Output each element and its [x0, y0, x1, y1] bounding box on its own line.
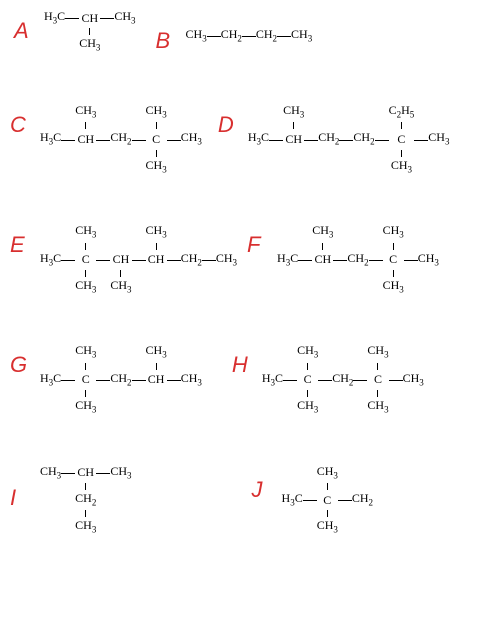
item-a: A H3CCHCH3CH3	[14, 10, 136, 53]
letter-a: A	[14, 18, 36, 44]
item-e: E CH3CH3H3CCCHCHCH2CH3CH3CH3	[10, 224, 237, 294]
structure-e: CH3CH3H3CCCHCHCH2CH3CH3CH3	[40, 224, 237, 294]
row-3: E CH3CH3H3CCCHCHCH2CH3CH3CH3 F CH3CH3H3C…	[10, 224, 490, 294]
item-j: J CH3H3CCCH2CH3	[252, 465, 374, 535]
structure-i: CH3CHCH3CH2CH3	[40, 465, 132, 535]
structure-d: CH3C2H5H3CCHCH2CH2CCH3CH3	[248, 104, 450, 174]
item-h: H CH3CH3H3CCCH2CCH3CH3CH3	[232, 344, 424, 414]
item-c: C CH3CH3H3CCHCH2CCH3CH3	[10, 104, 202, 174]
structure-f: CH3CH3H3CCHCH2CCH3CH3	[277, 224, 439, 294]
letter-b: B	[156, 28, 178, 54]
letter-c: C	[10, 112, 32, 138]
row-4: G CH3CH3H3CCCH2CHCH3CH3 H CH3CH3H3CCCH2C…	[10, 344, 490, 414]
letter-e: E	[10, 232, 32, 258]
row-2: C CH3CH3H3CCHCH2CCH3CH3 D CH3C2H5H3CCHCH…	[10, 104, 490, 174]
letter-g: G	[10, 352, 32, 378]
letter-j: J	[252, 477, 274, 503]
structure-c: CH3CH3H3CCHCH2CCH3CH3	[40, 104, 202, 174]
row-5: I CH3CHCH3CH2CH3 J CH3H3CCCH2CH3	[10, 465, 490, 535]
item-d: D CH3C2H5H3CCHCH2CH2CCH3CH3	[218, 104, 450, 174]
structure-h: CH3CH3H3CCCH2CCH3CH3CH3	[262, 344, 424, 414]
structure-g: CH3CH3H3CCCH2CHCH3CH3	[40, 344, 202, 414]
row-1: A H3CCHCH3CH3 B CH3CH2CH2CH3	[10, 10, 490, 54]
structure-a: H3CCHCH3CH3	[44, 10, 136, 53]
letter-h: H	[232, 352, 254, 378]
item-f: F CH3CH3H3CCHCH2CCH3CH3	[247, 224, 439, 294]
structure-b: CH3CH2CH2CH3	[186, 28, 313, 43]
letter-f: F	[247, 232, 269, 258]
item-g: G CH3CH3H3CCCH2CHCH3CH3	[10, 344, 202, 414]
structure-j: CH3H3CCCH2CH3	[282, 465, 374, 535]
item-b: B CH3CH2CH2CH3	[156, 20, 313, 54]
letter-i: I	[10, 485, 32, 511]
item-i: I CH3CHCH3CH2CH3	[10, 465, 132, 535]
letter-d: D	[218, 112, 240, 138]
